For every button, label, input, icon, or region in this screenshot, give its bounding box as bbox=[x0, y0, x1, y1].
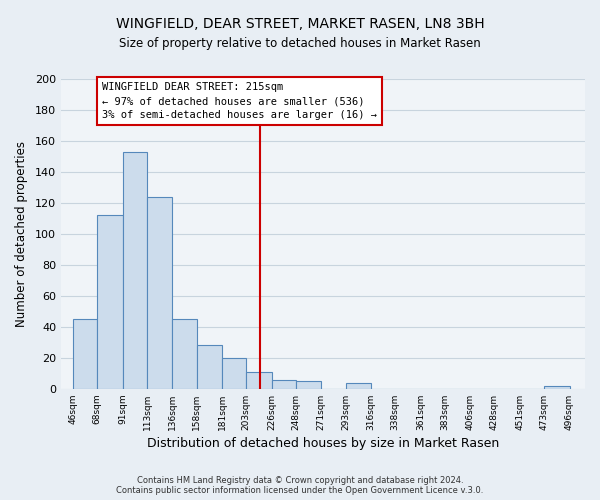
Bar bbox=[147, 196, 172, 389]
Bar bbox=[222, 358, 246, 389]
Bar bbox=[544, 386, 569, 389]
Bar bbox=[172, 319, 197, 389]
Text: Contains public sector information licensed under the Open Government Licence v.: Contains public sector information licen… bbox=[116, 486, 484, 495]
Bar bbox=[296, 381, 322, 389]
Text: WINGFIELD DEAR STREET: 215sqm
← 97% of detached houses are smaller (536)
3% of s: WINGFIELD DEAR STREET: 215sqm ← 97% of d… bbox=[102, 82, 377, 120]
Y-axis label: Number of detached properties: Number of detached properties bbox=[15, 141, 28, 327]
Bar bbox=[246, 372, 272, 389]
Bar bbox=[346, 382, 371, 389]
Bar bbox=[97, 216, 123, 389]
Bar bbox=[197, 346, 222, 389]
X-axis label: Distribution of detached houses by size in Market Rasen: Distribution of detached houses by size … bbox=[147, 437, 499, 450]
Text: WINGFIELD, DEAR STREET, MARKET RASEN, LN8 3BH: WINGFIELD, DEAR STREET, MARKET RASEN, LN… bbox=[116, 18, 484, 32]
Text: Size of property relative to detached houses in Market Rasen: Size of property relative to detached ho… bbox=[119, 38, 481, 51]
Bar bbox=[123, 152, 147, 389]
Bar bbox=[73, 319, 97, 389]
Text: Contains HM Land Registry data © Crown copyright and database right 2024.: Contains HM Land Registry data © Crown c… bbox=[137, 476, 463, 485]
Bar bbox=[272, 380, 296, 389]
